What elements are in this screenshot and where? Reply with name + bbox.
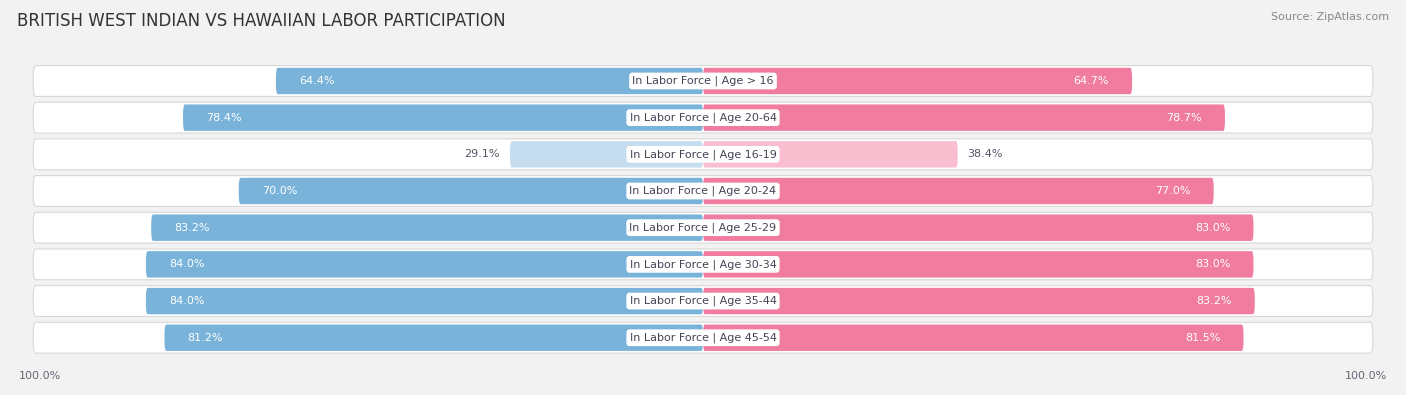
Text: Source: ZipAtlas.com: Source: ZipAtlas.com xyxy=(1271,12,1389,22)
FancyBboxPatch shape xyxy=(703,104,1225,131)
Text: 81.2%: 81.2% xyxy=(187,333,224,343)
Text: 38.4%: 38.4% xyxy=(967,149,1002,159)
FancyBboxPatch shape xyxy=(276,68,703,94)
Text: 81.5%: 81.5% xyxy=(1185,333,1220,343)
FancyBboxPatch shape xyxy=(34,139,1372,170)
Text: In Labor Force | Age 25-29: In Labor Force | Age 25-29 xyxy=(630,222,776,233)
FancyBboxPatch shape xyxy=(34,176,1372,207)
Text: 78.4%: 78.4% xyxy=(207,113,242,123)
Text: 83.2%: 83.2% xyxy=(174,223,209,233)
FancyBboxPatch shape xyxy=(703,288,1254,314)
Text: 64.7%: 64.7% xyxy=(1073,76,1109,86)
Text: 64.4%: 64.4% xyxy=(299,76,335,86)
FancyBboxPatch shape xyxy=(510,141,703,167)
FancyBboxPatch shape xyxy=(703,68,1132,94)
Text: 84.0%: 84.0% xyxy=(169,260,205,269)
Text: 78.7%: 78.7% xyxy=(1166,113,1202,123)
FancyBboxPatch shape xyxy=(152,214,703,241)
Text: 83.2%: 83.2% xyxy=(1197,296,1232,306)
FancyBboxPatch shape xyxy=(703,251,1254,278)
FancyBboxPatch shape xyxy=(703,141,957,167)
FancyBboxPatch shape xyxy=(34,286,1372,316)
Text: In Labor Force | Age 20-64: In Labor Force | Age 20-64 xyxy=(630,113,776,123)
FancyBboxPatch shape xyxy=(239,178,703,204)
FancyBboxPatch shape xyxy=(703,214,1254,241)
FancyBboxPatch shape xyxy=(34,322,1372,353)
FancyBboxPatch shape xyxy=(34,102,1372,133)
FancyBboxPatch shape xyxy=(146,251,703,278)
Text: BRITISH WEST INDIAN VS HAWAIIAN LABOR PARTICIPATION: BRITISH WEST INDIAN VS HAWAIIAN LABOR PA… xyxy=(17,12,506,30)
FancyBboxPatch shape xyxy=(183,104,703,131)
Text: In Labor Force | Age 16-19: In Labor Force | Age 16-19 xyxy=(630,149,776,160)
Text: 70.0%: 70.0% xyxy=(262,186,297,196)
FancyBboxPatch shape xyxy=(34,249,1372,280)
FancyBboxPatch shape xyxy=(165,325,703,351)
Text: 84.0%: 84.0% xyxy=(169,296,205,306)
FancyBboxPatch shape xyxy=(703,325,1243,351)
Text: In Labor Force | Age 45-54: In Labor Force | Age 45-54 xyxy=(630,333,776,343)
Text: 29.1%: 29.1% xyxy=(464,149,501,159)
FancyBboxPatch shape xyxy=(34,66,1372,96)
Text: In Labor Force | Age > 16: In Labor Force | Age > 16 xyxy=(633,76,773,86)
FancyBboxPatch shape xyxy=(146,288,703,314)
Text: 77.0%: 77.0% xyxy=(1154,186,1191,196)
Text: In Labor Force | Age 30-34: In Labor Force | Age 30-34 xyxy=(630,259,776,270)
Text: In Labor Force | Age 20-24: In Labor Force | Age 20-24 xyxy=(630,186,776,196)
Text: In Labor Force | Age 35-44: In Labor Force | Age 35-44 xyxy=(630,296,776,306)
Text: 83.0%: 83.0% xyxy=(1195,223,1230,233)
FancyBboxPatch shape xyxy=(703,178,1213,204)
FancyBboxPatch shape xyxy=(34,212,1372,243)
Text: 83.0%: 83.0% xyxy=(1195,260,1230,269)
